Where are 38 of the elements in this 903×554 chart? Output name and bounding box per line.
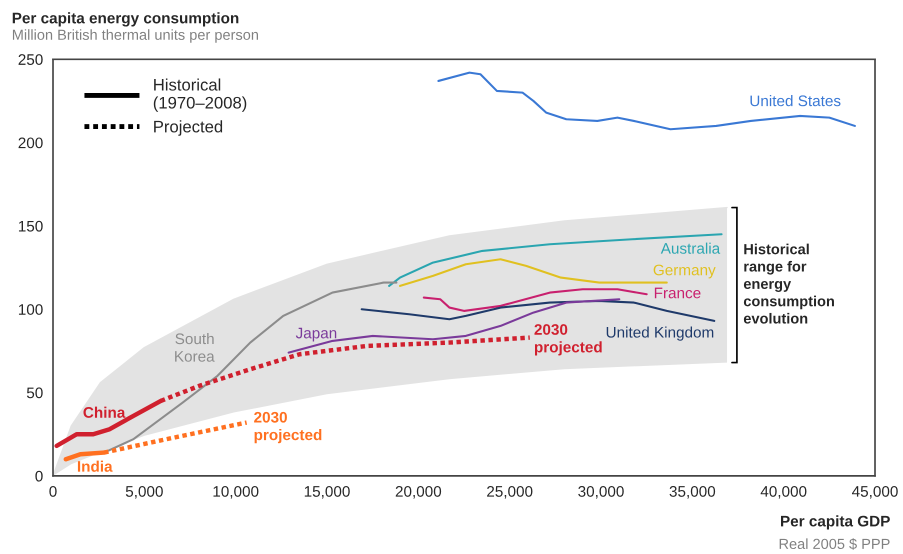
x-tick-label: 40,000 bbox=[760, 486, 806, 499]
series-label: 2030 projected bbox=[534, 324, 602, 356]
x-tick-label: 10,000 bbox=[213, 486, 258, 499]
chart-subtitle: Million British thermal units per person bbox=[12, 29, 258, 43]
annotation: Historical range for energy consumption evolution bbox=[744, 244, 834, 324]
y-tick-label: 250 bbox=[18, 54, 43, 65]
legend-label: Projected bbox=[154, 120, 222, 136]
text: Real 2005 $ PPP bbox=[780, 538, 890, 550]
x-tick-label: 20,000 bbox=[396, 486, 442, 499]
y-tick-label: 100 bbox=[18, 304, 43, 315]
series-label: India bbox=[78, 460, 113, 472]
series-label: Germany bbox=[654, 264, 716, 278]
y-tick-label: 150 bbox=[18, 220, 43, 232]
x-tick-label: 30,000 bbox=[578, 486, 624, 499]
series-label: United Kingdom bbox=[606, 326, 714, 341]
x-tick-label: 0 bbox=[49, 486, 57, 497]
x-tick-label: 45,000 bbox=[852, 486, 898, 499]
chart-title: Per capita energy consumption bbox=[12, 12, 238, 27]
x-tick-label: 5,000 bbox=[126, 486, 163, 499]
x-tick-label: 25,000 bbox=[487, 486, 532, 499]
line-series bbox=[437, 72, 856, 130]
line-series bbox=[422, 288, 648, 312]
series-label: China bbox=[83, 406, 126, 418]
series-label: France bbox=[654, 288, 700, 298]
x-tick-label: 15,000 bbox=[304, 486, 350, 499]
line-series bbox=[360, 300, 716, 322]
series-label: Australia bbox=[660, 242, 720, 254]
series-label: United States bbox=[750, 95, 840, 106]
series-label: Japan bbox=[296, 328, 336, 342]
series-label: 2030 projected bbox=[254, 412, 322, 444]
series-label: South Korea bbox=[175, 332, 215, 362]
legend-label: Historical (1970–2008) bbox=[154, 78, 246, 112]
x-axis-title: Per capita GDP bbox=[781, 515, 890, 530]
x-tick-label: 35,000 bbox=[670, 486, 716, 499]
y-tick-label: 50 bbox=[26, 387, 43, 398]
y-tick-label: 0 bbox=[35, 470, 43, 482]
y-tick-label: 200 bbox=[18, 137, 43, 148]
line-series bbox=[388, 233, 723, 287]
